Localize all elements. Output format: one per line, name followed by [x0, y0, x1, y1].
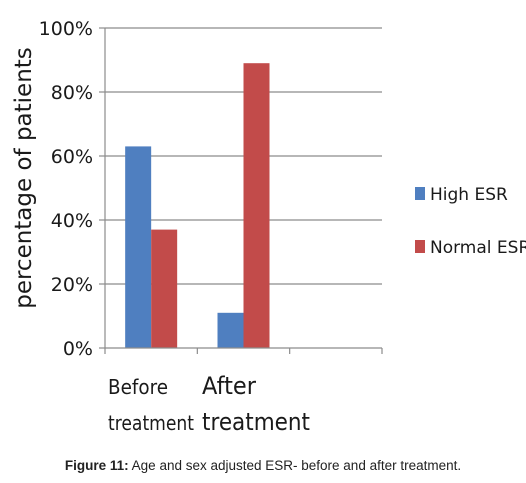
- bar: [217, 312, 244, 348]
- bar: [125, 146, 152, 348]
- axes: [104, 28, 383, 354]
- y-tick-label: 100%: [39, 18, 93, 40]
- x-category-label: Before: [108, 375, 168, 399]
- y-tick-label: 40%: [51, 210, 93, 232]
- y-tick-label: 60%: [51, 146, 93, 168]
- legend-swatch: [415, 187, 425, 200]
- x-axis-categories: Before treatment After treatment: [108, 372, 310, 436]
- figure-caption: Figure 11: Age and sex adjusted ESR- bef…: [0, 458, 526, 473]
- caption-text: Age and sex adjusted ESR- before and aft…: [131, 458, 462, 473]
- y-axis-ticks: 0% 20% 40% 60% 80% 100%: [39, 18, 105, 360]
- y-tick-label: 20%: [51, 274, 93, 296]
- x-category-label: treatment: [108, 411, 194, 435]
- y-axis-label: percentage of patients: [11, 47, 37, 309]
- legend: High ESR Normal ESR: [415, 185, 526, 258]
- bar: [151, 229, 178, 348]
- x-category-label: After: [202, 372, 256, 400]
- bar: [243, 63, 270, 348]
- x-category-label: treatment: [202, 408, 310, 436]
- y-tick-label: 0%: [63, 338, 93, 360]
- legend-swatch: [415, 240, 425, 253]
- legend-label: High ESR: [430, 185, 508, 205]
- y-tick-label: 80%: [51, 82, 93, 104]
- legend-label: Normal ESR: [430, 238, 526, 258]
- bars: [125, 63, 270, 348]
- caption-label: Figure 11:: [64, 458, 129, 473]
